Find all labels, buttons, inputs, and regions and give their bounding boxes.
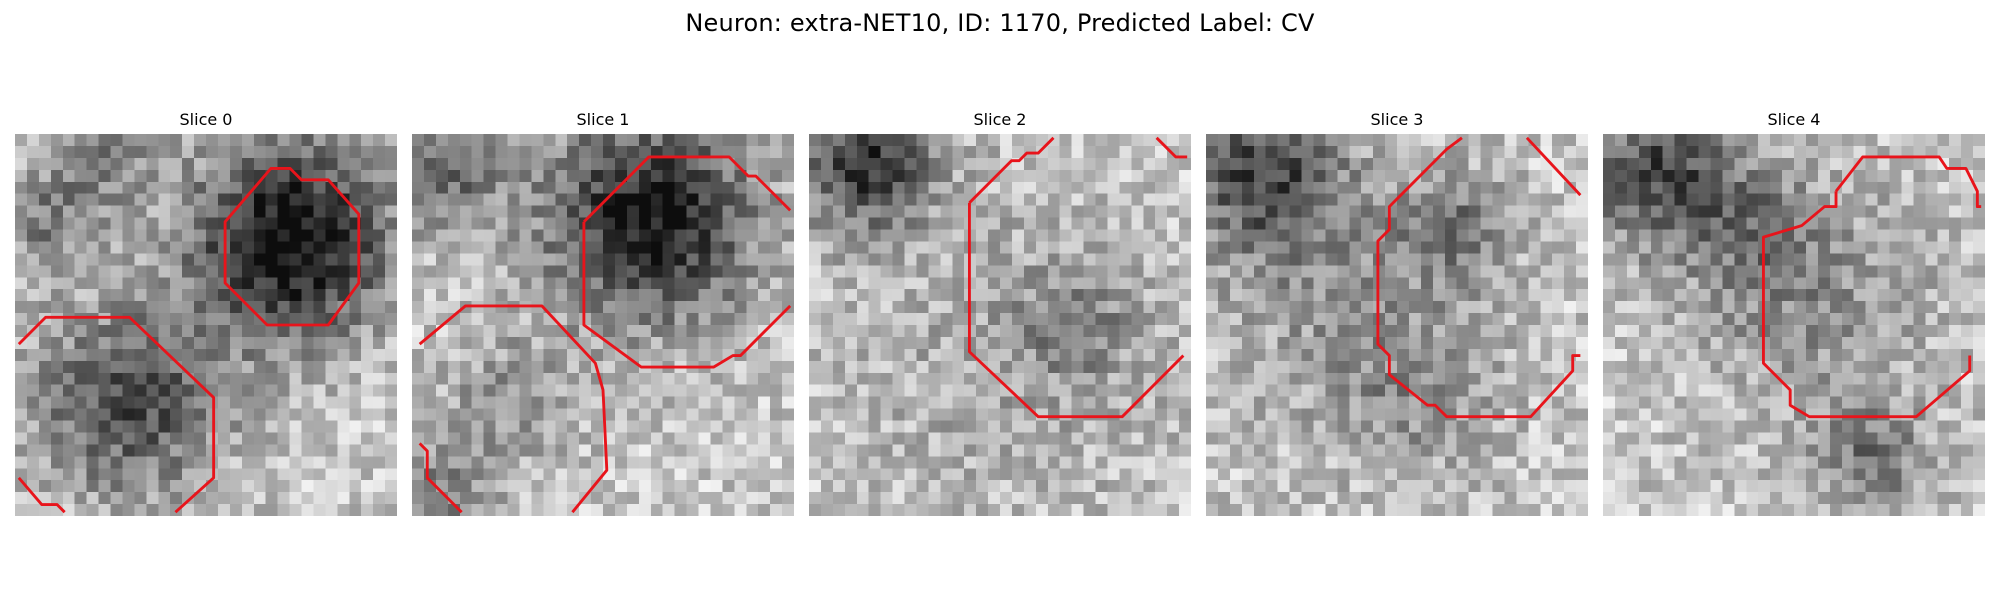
slice-image [1603,134,1985,516]
contour-outline [968,202,1185,419]
contour-outline [582,221,792,369]
contour-outline [1762,191,1972,419]
figure-title: Neuron: extra-NET10, ID: 1170, Predicted… [685,9,1315,37]
contour-outline [17,315,216,514]
contour-outline [1525,136,1582,197]
slice-image [1206,134,1588,516]
contour-outline [968,136,1055,204]
slice-title: Slice 0 [179,110,233,129]
slice-pixels [1603,134,1985,516]
slice-panel-4: Slice 4 [1603,110,1985,516]
slice-pixels [412,134,794,516]
slice-title: Slice 4 [1767,110,1821,129]
contour-outline [1155,136,1188,159]
slice-panel-0: Slice 0 [15,110,397,516]
contour-outline [223,166,361,327]
contour-outline [582,155,792,223]
slice-image [809,134,1191,516]
contour-outline [17,476,66,514]
slice-title: Slice 3 [1370,110,1424,129]
slice-pixels [1206,134,1588,516]
slice-pixels [809,134,1191,516]
contour-outline [1376,136,1581,419]
slice-image [15,134,397,516]
slice-panel-1: Slice 1 [412,110,794,516]
contour-outline [418,304,609,514]
slice-pixels [15,134,397,516]
slice-image [412,134,794,516]
slice-panel-3: Slice 3 [1206,110,1588,516]
slice-title: Slice 2 [973,110,1027,129]
slice-title: Slice 1 [576,110,630,129]
slice-panel-2: Slice 2 [809,110,1191,516]
contour-outline [418,442,463,514]
contour-outline [1834,155,1982,209]
